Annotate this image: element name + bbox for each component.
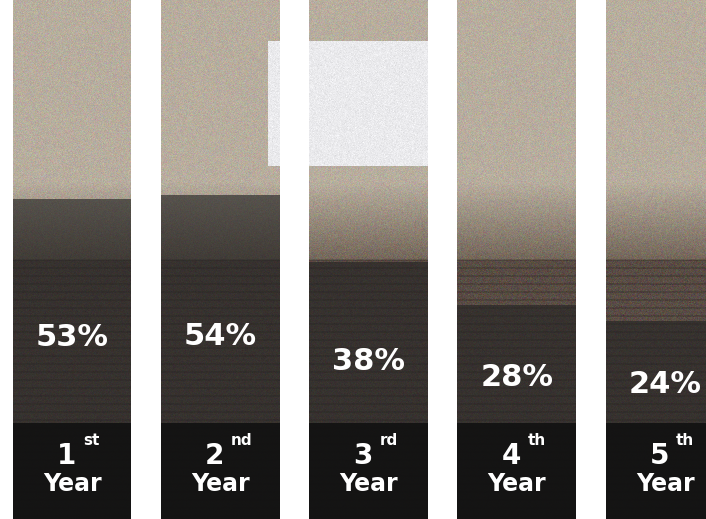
Text: 1: 1	[56, 443, 76, 470]
Text: th: th	[528, 433, 546, 448]
Bar	[428, 0, 457, 519]
Text: 53%: 53%	[35, 323, 109, 352]
Text: 4: 4	[501, 443, 521, 470]
Bar	[161, 423, 280, 519]
Bar	[576, 0, 606, 519]
Text: nd: nd	[232, 433, 253, 448]
Bar	[280, 0, 309, 519]
Bar	[0, 0, 13, 519]
Bar	[131, 0, 161, 519]
Text: Year: Year	[191, 472, 250, 496]
Text: Year: Year	[339, 472, 398, 496]
Text: 38%: 38%	[332, 347, 405, 376]
Text: Year: Year	[635, 472, 695, 496]
Bar	[457, 423, 576, 519]
Text: 24%: 24%	[628, 370, 702, 399]
Bar	[13, 199, 131, 519]
Bar	[161, 195, 280, 519]
Text: Year: Year	[487, 472, 546, 496]
Text: 2: 2	[205, 443, 225, 470]
Text: rd: rd	[380, 433, 397, 448]
Text: 54%: 54%	[184, 322, 257, 351]
Bar	[606, 423, 706, 519]
Bar	[13, 423, 131, 519]
Bar	[309, 262, 428, 519]
Text: st: st	[83, 433, 100, 448]
Text: 28%: 28%	[480, 363, 554, 392]
Text: Year: Year	[42, 472, 102, 496]
Text: th: th	[676, 433, 694, 448]
Bar	[457, 305, 576, 519]
Bar	[309, 423, 428, 519]
Bar	[606, 321, 706, 519]
Text: 3: 3	[353, 443, 373, 470]
Text: 5: 5	[650, 443, 669, 470]
